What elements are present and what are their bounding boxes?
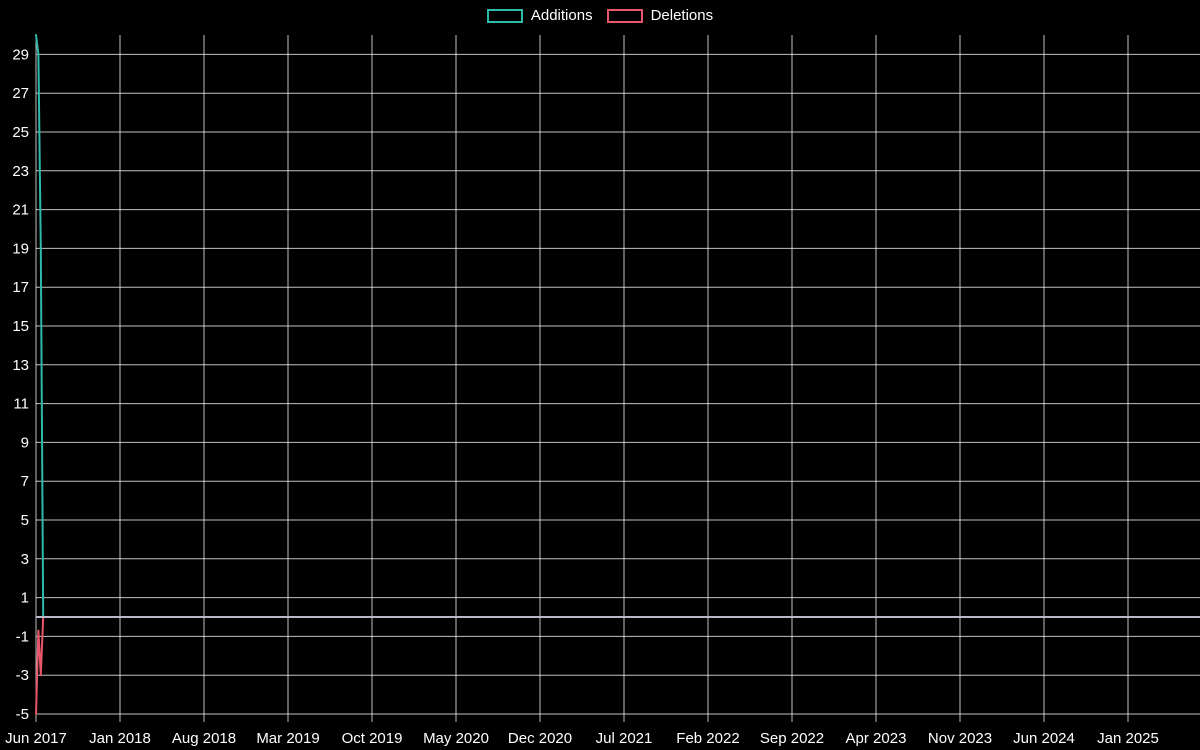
- y-tick-label: 21: [12, 202, 29, 219]
- chart-legend: Additions Deletions: [0, 7, 1200, 25]
- y-tick-label: 17: [12, 279, 29, 296]
- x-tick-label: Jun 2017: [5, 730, 67, 747]
- y-tick-label: 15: [12, 318, 29, 335]
- x-tick-label: Mar 2019: [256, 730, 319, 747]
- x-tick-label: May 2020: [423, 730, 489, 747]
- y-tick-label: 29: [12, 46, 29, 63]
- y-tick-label: 9: [21, 434, 29, 451]
- y-tick-label: 23: [12, 163, 29, 180]
- x-tick-label: Apr 2023: [846, 730, 907, 747]
- y-tick-label: 7: [21, 473, 29, 490]
- x-tick-label: Jan 2018: [89, 730, 151, 747]
- deletions-line: [35, 616, 1200, 715]
- y-tick-label: 27: [12, 85, 29, 102]
- y-tick-label: -5: [16, 706, 29, 723]
- legend-label-deletions: Deletions: [650, 7, 714, 24]
- y-tick-label: 3: [21, 551, 29, 568]
- y-tick-label: -3: [16, 667, 29, 684]
- y-tick-label: 25: [12, 124, 29, 141]
- x-tick-label: Sep 2022: [760, 730, 824, 747]
- legend-item-deletions[interactable]: Deletions: [606, 7, 714, 25]
- x-tick-label: Dec 2020: [508, 730, 572, 747]
- legend-item-additions[interactable]: Additions: [486, 7, 593, 25]
- x-tick-label: Jan 2025: [1097, 730, 1159, 747]
- y-tick-label: 5: [21, 512, 29, 529]
- x-tick-label: Feb 2022: [676, 730, 739, 747]
- deletions-swatch-icon: [606, 9, 643, 23]
- y-tick-label: 13: [12, 357, 29, 374]
- x-tick-label: Aug 2018: [172, 730, 236, 747]
- y-tick-label: 19: [12, 240, 29, 257]
- additions-swatch-icon: [486, 9, 523, 23]
- legend-label-additions: Additions: [530, 7, 593, 24]
- x-tick-label: Nov 2023: [928, 730, 992, 747]
- x-tick-label: Jun 2024: [1013, 730, 1075, 747]
- y-tick-label: -1: [16, 628, 29, 645]
- y-tick-label: 1: [21, 590, 29, 607]
- x-tick-label: Oct 2019: [342, 730, 403, 747]
- y-tick-label: 11: [13, 396, 29, 413]
- x-tick-label: Jul 2021: [596, 730, 653, 747]
